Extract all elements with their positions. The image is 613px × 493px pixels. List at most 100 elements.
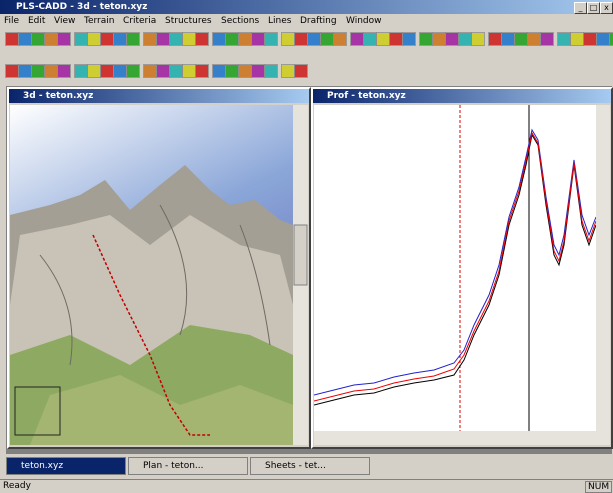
taskbar-window[interactable]: Sheets - tet... (250, 457, 370, 475)
toolbar-button[interactable] (126, 32, 140, 46)
toolbar-button[interactable] (44, 64, 58, 78)
menu-bar: File Edit View Terrain Criteria Structures Sec… (0, 14, 613, 28)
toolbar-button[interactable] (264, 64, 278, 78)
toolbar-button[interactable] (169, 32, 183, 46)
title-bar: PLS-CADD - 3d - teton.xyz (0, 0, 613, 14)
terrain-view (10, 105, 308, 445)
toolbar-button[interactable] (169, 64, 183, 78)
toolbar-button[interactable] (100, 32, 114, 46)
toolbar-button[interactable] (389, 32, 403, 46)
toolbar-button[interactable] (540, 32, 554, 46)
toolbar-button[interactable] (307, 32, 321, 46)
toolbar-button[interactable] (18, 64, 32, 78)
taskbar-label: teton.xyz (21, 461, 64, 471)
menu-item[interactable]: Criteria (123, 16, 157, 26)
toolbar-button[interactable] (156, 64, 170, 78)
toolbar-button[interactable] (143, 64, 157, 78)
toolbar-button[interactable] (31, 64, 45, 78)
window-3d: 3d - teton.xyz (7, 87, 311, 449)
toolbar-button[interactable] (238, 32, 252, 46)
menu-item[interactable]: Window (346, 16, 382, 26)
toolbar-button[interactable] (143, 32, 157, 46)
profile-view (314, 105, 610, 445)
menu-item[interactable]: Lines (268, 16, 292, 26)
toolbar-button[interactable] (87, 32, 101, 46)
toolbar-button[interactable] (31, 32, 45, 46)
taskbar-window[interactable]: Plan - teton... (128, 457, 248, 475)
toolbar-button[interactable] (294, 64, 308, 78)
toolbar-button[interactable] (74, 32, 88, 46)
status-text: Ready (3, 481, 31, 491)
toolbar-button[interactable] (527, 32, 541, 46)
toolbar-button[interactable] (432, 32, 446, 46)
toolbar-button[interactable] (126, 64, 140, 78)
toolbar-button[interactable] (557, 32, 571, 46)
toolbar-button[interactable] (113, 32, 127, 46)
toolbar-button[interactable] (363, 32, 377, 46)
toolbar-button[interactable] (333, 32, 347, 46)
toolbar-button[interactable] (182, 64, 196, 78)
toolbar-button[interactable] (350, 32, 364, 46)
status-bar: Ready NUM (0, 479, 613, 493)
maximize[interactable]: □ (587, 2, 600, 14)
toolbar-button[interactable] (445, 32, 459, 46)
menu-item[interactable]: Terrain (84, 16, 115, 26)
menu-item[interactable]: View (54, 16, 76, 26)
menu-item[interactable]: Structures (165, 16, 212, 26)
toolbar-button[interactable] (44, 32, 58, 46)
minimize[interactable]: _ (574, 2, 587, 14)
toolbar-button[interactable] (458, 32, 472, 46)
toolbar-button[interactable] (596, 32, 610, 46)
toolbar-button[interactable] (5, 32, 19, 46)
toolbar-button[interactable] (225, 32, 239, 46)
toolbar-button[interactable] (281, 32, 295, 46)
toolbar-button[interactable] (294, 32, 308, 46)
close[interactable]: x (600, 2, 613, 14)
toolbar-button[interactable] (100, 64, 114, 78)
toolbar-button[interactable] (195, 64, 209, 78)
taskbar-window[interactable]: teton.xyz (6, 457, 126, 475)
toolbar-button[interactable] (74, 64, 88, 78)
toolbar-button[interactable] (5, 64, 19, 78)
menu-item[interactable]: File (4, 16, 20, 26)
toolbar-button[interactable] (195, 32, 209, 46)
menu-item[interactable]: Edit (28, 16, 46, 26)
toolbar-button[interactable] (471, 32, 485, 46)
toolbar (0, 30, 613, 50)
toolbar-button[interactable] (251, 32, 265, 46)
window-title: Prof - teton.xyz (327, 91, 406, 101)
toolbar-button[interactable] (264, 32, 278, 46)
toolbar-button[interactable] (570, 32, 584, 46)
toolbar-button[interactable] (18, 32, 32, 46)
num-indicator: NUM (585, 481, 613, 493)
toolbar-button[interactable] (57, 64, 71, 78)
toolbar-button[interactable] (609, 32, 613, 46)
toolbar-button[interactable] (281, 64, 295, 78)
menu-item[interactable]: Sections (221, 16, 260, 26)
toolbar-button[interactable] (320, 32, 334, 46)
toolbar-button[interactable] (57, 32, 71, 46)
toolbar-button[interactable] (238, 64, 252, 78)
toolbar-button[interactable] (402, 32, 416, 46)
toolbar-button[interactable] (212, 64, 226, 78)
toolbar-button[interactable] (87, 64, 101, 78)
taskbar-label: Sheets - tet... (265, 461, 326, 471)
window-profile: Prof - teton.xyz (311, 87, 613, 449)
toolbar-button[interactable] (212, 32, 226, 46)
menu-item[interactable]: Drafting (300, 16, 337, 26)
toolbar-button[interactable] (514, 32, 528, 46)
toolbar-button[interactable] (583, 32, 597, 46)
toolbar-button[interactable] (376, 32, 390, 46)
toolbar-button[interactable] (113, 64, 127, 78)
toolbar-button[interactable] (488, 32, 502, 46)
toolbar-button[interactable] (225, 64, 239, 78)
window-title: 3d - teton.xyz (23, 91, 94, 101)
toolbar-button[interactable] (251, 64, 265, 78)
toolbar-button[interactable] (419, 32, 433, 46)
toolbar (0, 62, 613, 82)
toolbar-button[interactable] (156, 32, 170, 46)
toolbar-button[interactable] (182, 32, 196, 46)
app-title: PLS-CADD - 3d - teton.xyz (16, 2, 148, 12)
toolbar-button[interactable] (501, 32, 515, 46)
